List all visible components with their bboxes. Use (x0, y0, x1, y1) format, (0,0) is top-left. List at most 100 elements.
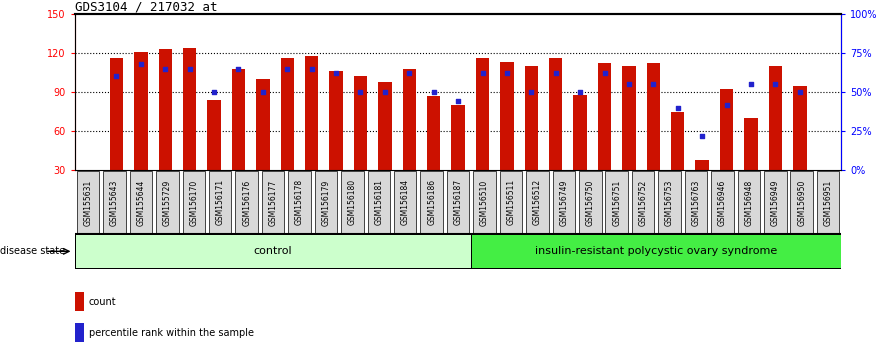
Bar (354, 76, 367, 170)
FancyBboxPatch shape (711, 171, 734, 234)
Bar (280, 58, 294, 170)
FancyBboxPatch shape (685, 171, 707, 234)
FancyBboxPatch shape (526, 171, 549, 234)
Point (305, 66, 319, 72)
FancyBboxPatch shape (262, 171, 285, 234)
Bar (305, 56, 318, 170)
FancyBboxPatch shape (764, 171, 787, 234)
FancyBboxPatch shape (235, 171, 258, 234)
FancyBboxPatch shape (209, 171, 232, 234)
Text: disease state: disease state (0, 246, 65, 256)
Point (109, 74, 123, 79)
Bar (472, 235, 840, 268)
Text: GSM156951: GSM156951 (824, 179, 833, 225)
Bar (671, 112, 685, 170)
Text: count: count (89, 297, 116, 307)
Text: GSM156180: GSM156180 (348, 179, 357, 225)
Text: GSM156187: GSM156187 (454, 179, 463, 225)
Text: GSM156510: GSM156510 (480, 179, 489, 225)
Text: GSM156949: GSM156949 (771, 179, 780, 225)
FancyBboxPatch shape (341, 171, 364, 234)
Text: GSM156950: GSM156950 (797, 179, 806, 225)
Point (670, 105, 685, 110)
Point (280, 66, 294, 72)
FancyBboxPatch shape (658, 171, 681, 234)
Point (182, 66, 196, 72)
Text: GSM156176: GSM156176 (242, 179, 251, 225)
Bar (207, 100, 221, 170)
Point (476, 70, 490, 76)
Bar (500, 62, 514, 170)
Text: GSM156171: GSM156171 (216, 179, 225, 225)
Point (329, 70, 343, 76)
Point (744, 81, 758, 87)
FancyBboxPatch shape (605, 171, 628, 234)
Bar (378, 82, 392, 170)
Point (720, 102, 734, 107)
Text: insulin-resistant polycystic ovary syndrome: insulin-resistant polycystic ovary syndr… (536, 246, 777, 256)
Text: GSM156751: GSM156751 (612, 179, 621, 225)
Text: GSM156763: GSM156763 (692, 179, 700, 225)
FancyBboxPatch shape (367, 171, 390, 234)
Point (597, 70, 611, 76)
Text: GSM156179: GSM156179 (322, 179, 330, 225)
Point (647, 81, 661, 87)
Text: GSM156186: GSM156186 (427, 179, 436, 225)
Text: GSM156749: GSM156749 (559, 179, 568, 225)
FancyBboxPatch shape (130, 171, 152, 234)
Point (793, 89, 807, 95)
Bar (75, 292, 84, 311)
FancyBboxPatch shape (817, 171, 840, 234)
Text: GSM155644: GSM155644 (137, 179, 145, 225)
Text: GSM156181: GSM156181 (374, 179, 383, 225)
Bar (451, 105, 465, 170)
Text: GSM156753: GSM156753 (665, 179, 674, 225)
Text: GSM156752: GSM156752 (639, 179, 648, 225)
Point (768, 81, 782, 87)
Point (426, 89, 440, 95)
Text: GSM155643: GSM155643 (110, 179, 119, 225)
Bar (598, 63, 611, 170)
Point (232, 66, 246, 72)
Bar (159, 49, 172, 170)
Text: GDS3104 / 217032_at: GDS3104 / 217032_at (75, 0, 218, 13)
Bar (769, 66, 782, 170)
Text: GSM156512: GSM156512 (533, 179, 542, 225)
FancyBboxPatch shape (315, 171, 337, 234)
FancyBboxPatch shape (103, 171, 126, 234)
Point (622, 81, 636, 87)
Bar (549, 58, 562, 170)
Point (500, 70, 514, 76)
Text: percentile rank within the sample: percentile rank within the sample (89, 328, 254, 338)
Bar (183, 48, 196, 170)
Text: GSM156511: GSM156511 (507, 179, 515, 225)
FancyBboxPatch shape (182, 171, 205, 234)
Point (134, 61, 148, 67)
Bar (476, 58, 489, 170)
Point (695, 133, 709, 138)
FancyBboxPatch shape (288, 171, 311, 234)
Text: GSM156750: GSM156750 (586, 179, 595, 225)
Text: GSM156184: GSM156184 (401, 179, 410, 225)
FancyBboxPatch shape (632, 171, 655, 234)
Bar (427, 96, 440, 170)
Bar (403, 69, 416, 170)
FancyBboxPatch shape (737, 171, 760, 234)
Text: GSM156946: GSM156946 (718, 179, 727, 225)
Point (524, 89, 538, 95)
Bar (720, 90, 733, 170)
Bar (75, 323, 84, 342)
Point (159, 66, 173, 72)
FancyBboxPatch shape (552, 171, 575, 234)
Text: GSM156178: GSM156178 (295, 179, 304, 225)
FancyBboxPatch shape (579, 171, 602, 234)
FancyBboxPatch shape (447, 171, 470, 234)
Text: GSM156170: GSM156170 (189, 179, 198, 225)
FancyBboxPatch shape (473, 171, 496, 234)
FancyBboxPatch shape (394, 171, 417, 234)
Bar (744, 118, 758, 170)
FancyBboxPatch shape (790, 171, 813, 234)
Point (403, 70, 417, 76)
Bar (256, 79, 270, 170)
Point (207, 89, 221, 95)
